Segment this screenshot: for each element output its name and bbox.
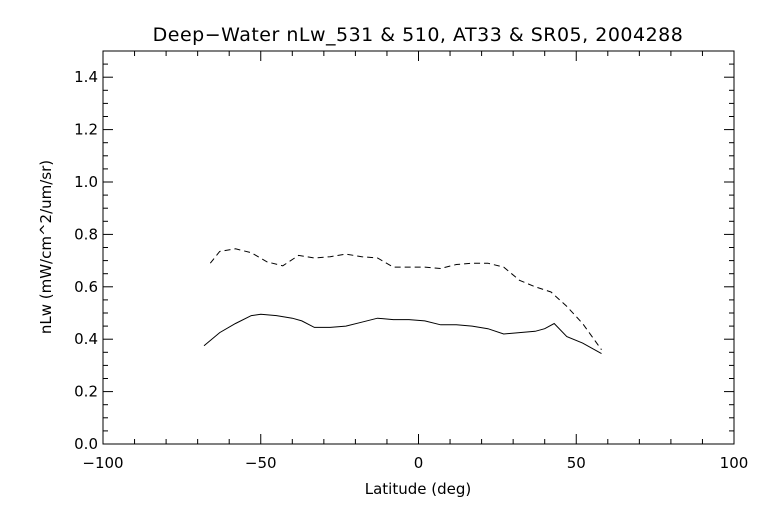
x-tick-label: 100 [720,454,749,472]
x-tick-labels: −100 −50 0 50 100 [82,454,748,472]
series-group [203,248,602,355]
y-tick-label: 0.6 [74,278,98,296]
y-tick-labels: 0.0 0.2 0.4 0.6 0.8 1.0 1.2 1.4 [74,68,98,453]
y-tick-label: 0.0 [74,435,98,453]
x-tick-label: 50 [567,454,586,472]
x-tick-label: 0 [414,454,424,472]
plot-frame [102,50,735,445]
solid-series-line [203,313,602,355]
chart-title: Deep−Water nLw_531 & 510, AT33 & SR05, 2… [153,24,684,46]
y-tick-label: 1.0 [74,173,98,191]
y-tick-label: 0.8 [74,225,98,243]
x-axis-label: Latitude (deg) [365,480,471,498]
axis-ticks [102,50,735,445]
y-tick-label: 0.4 [74,330,98,348]
x-tick-label: −100 [82,454,123,472]
y-tick-label: 1.2 [74,121,98,139]
dashed-series-line [209,248,602,350]
x-tick-label: −50 [245,454,277,472]
y-axis-label: nLw (mW/cm^2/um/sr) [37,160,55,334]
y-tick-label: 0.2 [74,383,98,401]
y-tick-label: 1.4 [74,68,98,86]
